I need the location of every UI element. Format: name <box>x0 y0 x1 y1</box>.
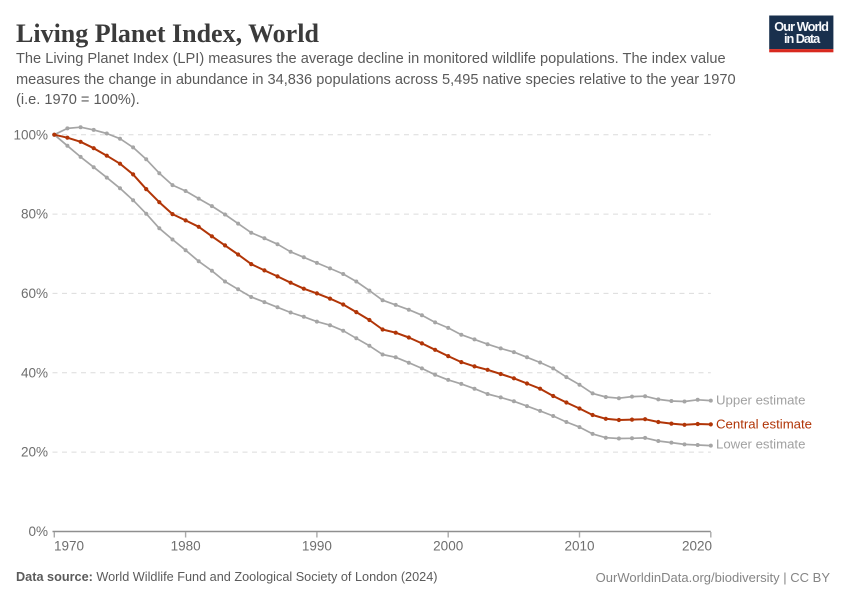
svg-text:2010: 2010 <box>564 539 594 554</box>
svg-text:60%: 60% <box>21 286 48 301</box>
svg-text:Upper estimate: Upper estimate <box>716 392 805 407</box>
svg-text:1970: 1970 <box>54 539 84 554</box>
svg-text:Our World: Our World <box>774 19 829 34</box>
svg-text:80%: 80% <box>21 207 48 222</box>
svg-text:1980: 1980 <box>171 539 201 554</box>
svg-text:2020: 2020 <box>682 539 712 554</box>
svg-text:Lower estimate: Lower estimate <box>716 437 805 452</box>
svg-text:100%: 100% <box>13 127 48 142</box>
svg-text:2000: 2000 <box>433 539 463 554</box>
svg-text:Central estimate: Central estimate <box>716 417 812 432</box>
svg-text:in Data: in Data <box>784 31 821 46</box>
svg-text:1990: 1990 <box>302 539 332 554</box>
svg-text:20%: 20% <box>21 445 48 460</box>
svg-text:40%: 40% <box>21 365 48 380</box>
svg-text:0%: 0% <box>28 524 48 539</box>
